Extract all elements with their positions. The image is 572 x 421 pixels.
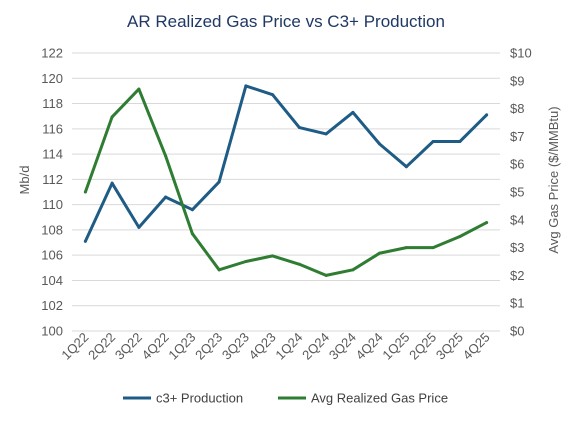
right-tick-label: $8 xyxy=(510,101,524,116)
left-tick-label: 108 xyxy=(41,222,63,237)
left-tick-label: 122 xyxy=(41,46,63,61)
gas-price-point xyxy=(404,246,408,250)
right-tick-label: $2 xyxy=(510,268,524,283)
right-tick-label: $6 xyxy=(510,157,524,172)
production-point xyxy=(324,132,328,136)
gas-price-point xyxy=(351,268,355,272)
gas-price-series-line xyxy=(83,87,489,277)
left-tick-label: 104 xyxy=(41,273,63,288)
gas-price-point xyxy=(137,87,141,91)
legend-label: Avg Realized Gas Price xyxy=(311,391,448,406)
production-point xyxy=(271,93,275,97)
left-tick-label: 118 xyxy=(42,96,63,111)
gas-price-point xyxy=(458,234,462,238)
gas-price-point xyxy=(324,273,328,277)
gas-price-point xyxy=(378,251,382,255)
production-point xyxy=(217,180,221,184)
gridlines xyxy=(72,52,500,332)
left-axis-ticks: 100 102 104 106 108 110 112 114 116 118 120 122 xyxy=(41,46,63,339)
production-point xyxy=(297,126,301,130)
production-point xyxy=(378,142,382,146)
production-point xyxy=(137,225,141,229)
right-tick-label: $1 xyxy=(510,296,524,311)
gas-price-point xyxy=(271,254,275,258)
gas-price-point xyxy=(244,260,248,263)
production-point xyxy=(83,239,87,243)
right-tick-label: $9 xyxy=(510,73,524,88)
left-tick-label: 116 xyxy=(42,121,63,136)
production-point xyxy=(110,181,114,185)
production-point xyxy=(351,110,355,114)
legend: c3+ Production Avg Realized Gas Price xyxy=(123,391,448,406)
gas-price-point xyxy=(164,154,168,158)
left-tick-label: 106 xyxy=(41,248,63,263)
production-point xyxy=(458,139,462,143)
gas-price-point xyxy=(431,246,435,250)
production-series-line xyxy=(83,84,489,243)
gas-price-point xyxy=(110,115,114,119)
series-lines xyxy=(83,84,489,277)
left-tick-label: 102 xyxy=(41,298,63,313)
right-axis-title: Avg Gas Price ($/MMBtu) xyxy=(546,106,561,253)
right-tick-label: $4 xyxy=(510,212,524,227)
production-point xyxy=(431,139,435,143)
chart-title: AR Realized Gas Price vs C3+ Production xyxy=(127,12,445,31)
right-tick-label: $0 xyxy=(510,324,524,339)
gas-price-point xyxy=(83,190,87,194)
production-point xyxy=(190,208,194,212)
production-point xyxy=(404,165,408,169)
left-tick-label: 100 xyxy=(41,324,63,339)
right-tick-label: $3 xyxy=(510,240,524,255)
left-tick-label: 114 xyxy=(42,147,63,162)
left-tick-label: 112 xyxy=(42,172,63,187)
left-tick-label: 120 xyxy=(41,71,63,86)
legend-label: c3+ Production xyxy=(156,391,243,406)
production-point xyxy=(485,113,489,117)
gas-price-point xyxy=(190,232,194,236)
production-point xyxy=(244,84,248,88)
right-axis-ticks: $0 $1 $2 $3 $4 $5 $6 $7 $8 $9 $10 xyxy=(510,46,532,339)
left-axis-title: Mb/d xyxy=(17,166,32,195)
left-tick-label: 110 xyxy=(42,197,63,212)
right-tick-label: $7 xyxy=(510,129,524,144)
right-tick-label: $10 xyxy=(510,46,532,61)
production-point xyxy=(164,195,168,199)
gas-price-point xyxy=(485,221,489,225)
right-tick-label: $5 xyxy=(510,185,524,200)
gas-price-point xyxy=(297,262,301,266)
gas-price-point xyxy=(217,268,221,272)
